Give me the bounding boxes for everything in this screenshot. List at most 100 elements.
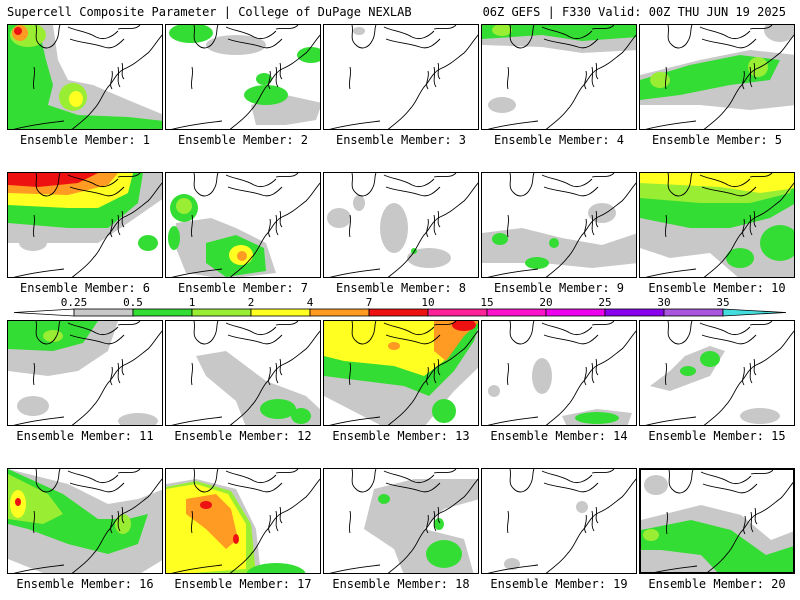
coastline-outline (69, 482, 125, 493)
scp-field-map (324, 321, 478, 425)
coastline-outline (351, 321, 377, 345)
coastline-outline (110, 62, 125, 90)
scp-contour-fill (760, 225, 794, 261)
scp-contour-fill (452, 321, 476, 331)
scp-contour-fill (69, 91, 83, 107)
ensemble-member-label: Ensemble Member: 18 (332, 577, 470, 591)
coastline-outline (268, 210, 283, 238)
coastline-outline (275, 25, 299, 30)
scp-contour-fill (426, 540, 462, 568)
coastline-outline (701, 334, 757, 345)
coastline-outline (171, 120, 223, 129)
coastline-outline (703, 34, 794, 129)
coastline-outline (742, 358, 757, 386)
ensemble-map-7 (165, 172, 321, 278)
coastline-outline (268, 506, 283, 534)
ensemble-map-12 (165, 320, 321, 426)
coastline-outline (664, 214, 668, 238)
legend-tick-label: 10 (421, 296, 434, 309)
coastline-outline (654, 565, 698, 572)
coastline-outline (545, 330, 636, 425)
legend-swatch (309, 308, 370, 317)
scp-contour-fill (200, 501, 212, 509)
coastline-outline (67, 470, 119, 484)
coastline-outline (13, 120, 65, 129)
coastline-outline (645, 268, 697, 277)
coastline-outline (591, 25, 615, 30)
coastline-outline (665, 511, 669, 535)
coastline-outline (664, 66, 668, 90)
ensemble-member-label: Ensemble Member: 17 (174, 577, 312, 591)
coastline-outline (487, 564, 539, 573)
coastline-outline (32, 510, 36, 534)
scp-contour-fill (8, 469, 148, 554)
scp-contour-fill (256, 73, 272, 85)
ensemble-member-label: Ensemble Member: 5 (651, 133, 783, 147)
legend-arrow-low (13, 308, 75, 317)
coastline-outline (543, 334, 599, 345)
coastline-outline (67, 174, 119, 188)
scp-contour-fill (482, 228, 636, 268)
ensemble-member-label: Ensemble Member: 7 (177, 281, 309, 295)
coastline-outline (275, 469, 299, 474)
coastline-outline (193, 25, 219, 49)
scp-contour-fill (244, 85, 288, 105)
scp-contour-fill (237, 251, 247, 261)
coastline-outline (541, 470, 593, 484)
scp-field-map (329, 469, 478, 573)
scp-contour-fill (532, 358, 552, 394)
scp-field-map (168, 173, 320, 277)
scp-contour-fill (380, 203, 408, 253)
coastline-outline (426, 358, 441, 386)
ensemble-map-15 (639, 320, 795, 426)
scp-field-map (640, 25, 794, 129)
coastline-outline (702, 483, 758, 494)
coastline-outline (229, 478, 320, 573)
legend-tick-label: 35 (716, 296, 729, 309)
scp-field-map (8, 321, 162, 425)
coastline-outline (545, 34, 636, 129)
scp-contour-fill (14, 27, 22, 35)
coastline-outline (32, 66, 36, 90)
coastline-outline (645, 120, 697, 129)
ensemble-map-18 (323, 468, 479, 574)
ensemble-member-label: Ensemble Member: 20 (648, 577, 786, 591)
coastline-outline (541, 322, 593, 336)
coastline-outline (351, 173, 377, 197)
coastline-outline (193, 469, 219, 493)
scp-contour-fill (525, 257, 549, 269)
legend-tick-label: 0.25 (61, 296, 88, 309)
coastline-outline (667, 173, 693, 197)
scp-contour-fill (260, 399, 296, 419)
coastline-outline (387, 478, 478, 573)
scp-contour-fill (15, 498, 21, 506)
coastline-outline (664, 362, 668, 386)
coastline-outline (506, 362, 510, 386)
coastline-outline (667, 25, 693, 49)
coastline-outline (543, 482, 599, 493)
coastline-outline (71, 34, 162, 129)
coastline-outline (383, 322, 435, 336)
coastline-outline (171, 416, 223, 425)
scp-field-map (640, 173, 794, 277)
legend-swatch (486, 308, 547, 317)
ensemble-map-9 (481, 172, 637, 278)
coastline-outline (509, 173, 535, 197)
coastline-outline (190, 66, 194, 90)
scp-contour-fill (740, 408, 780, 424)
scp-field-map (166, 469, 320, 573)
legend-swatch (191, 308, 252, 317)
scp-contour-fill (118, 413, 158, 425)
coastline-outline (117, 25, 141, 30)
coastline-outline (701, 186, 757, 197)
coastline-outline (71, 478, 162, 573)
coastline-outline (743, 507, 758, 535)
coastline-outline (171, 564, 223, 573)
coastline-outline (545, 182, 636, 277)
scp-contour-fill (246, 563, 306, 573)
ensemble-member-label: Ensemble Member: 19 (490, 577, 628, 591)
scp-contour-fill (353, 27, 365, 35)
scp-contour-fill (576, 501, 588, 513)
legend-swatch (663, 308, 724, 317)
coastline-outline (227, 334, 283, 345)
